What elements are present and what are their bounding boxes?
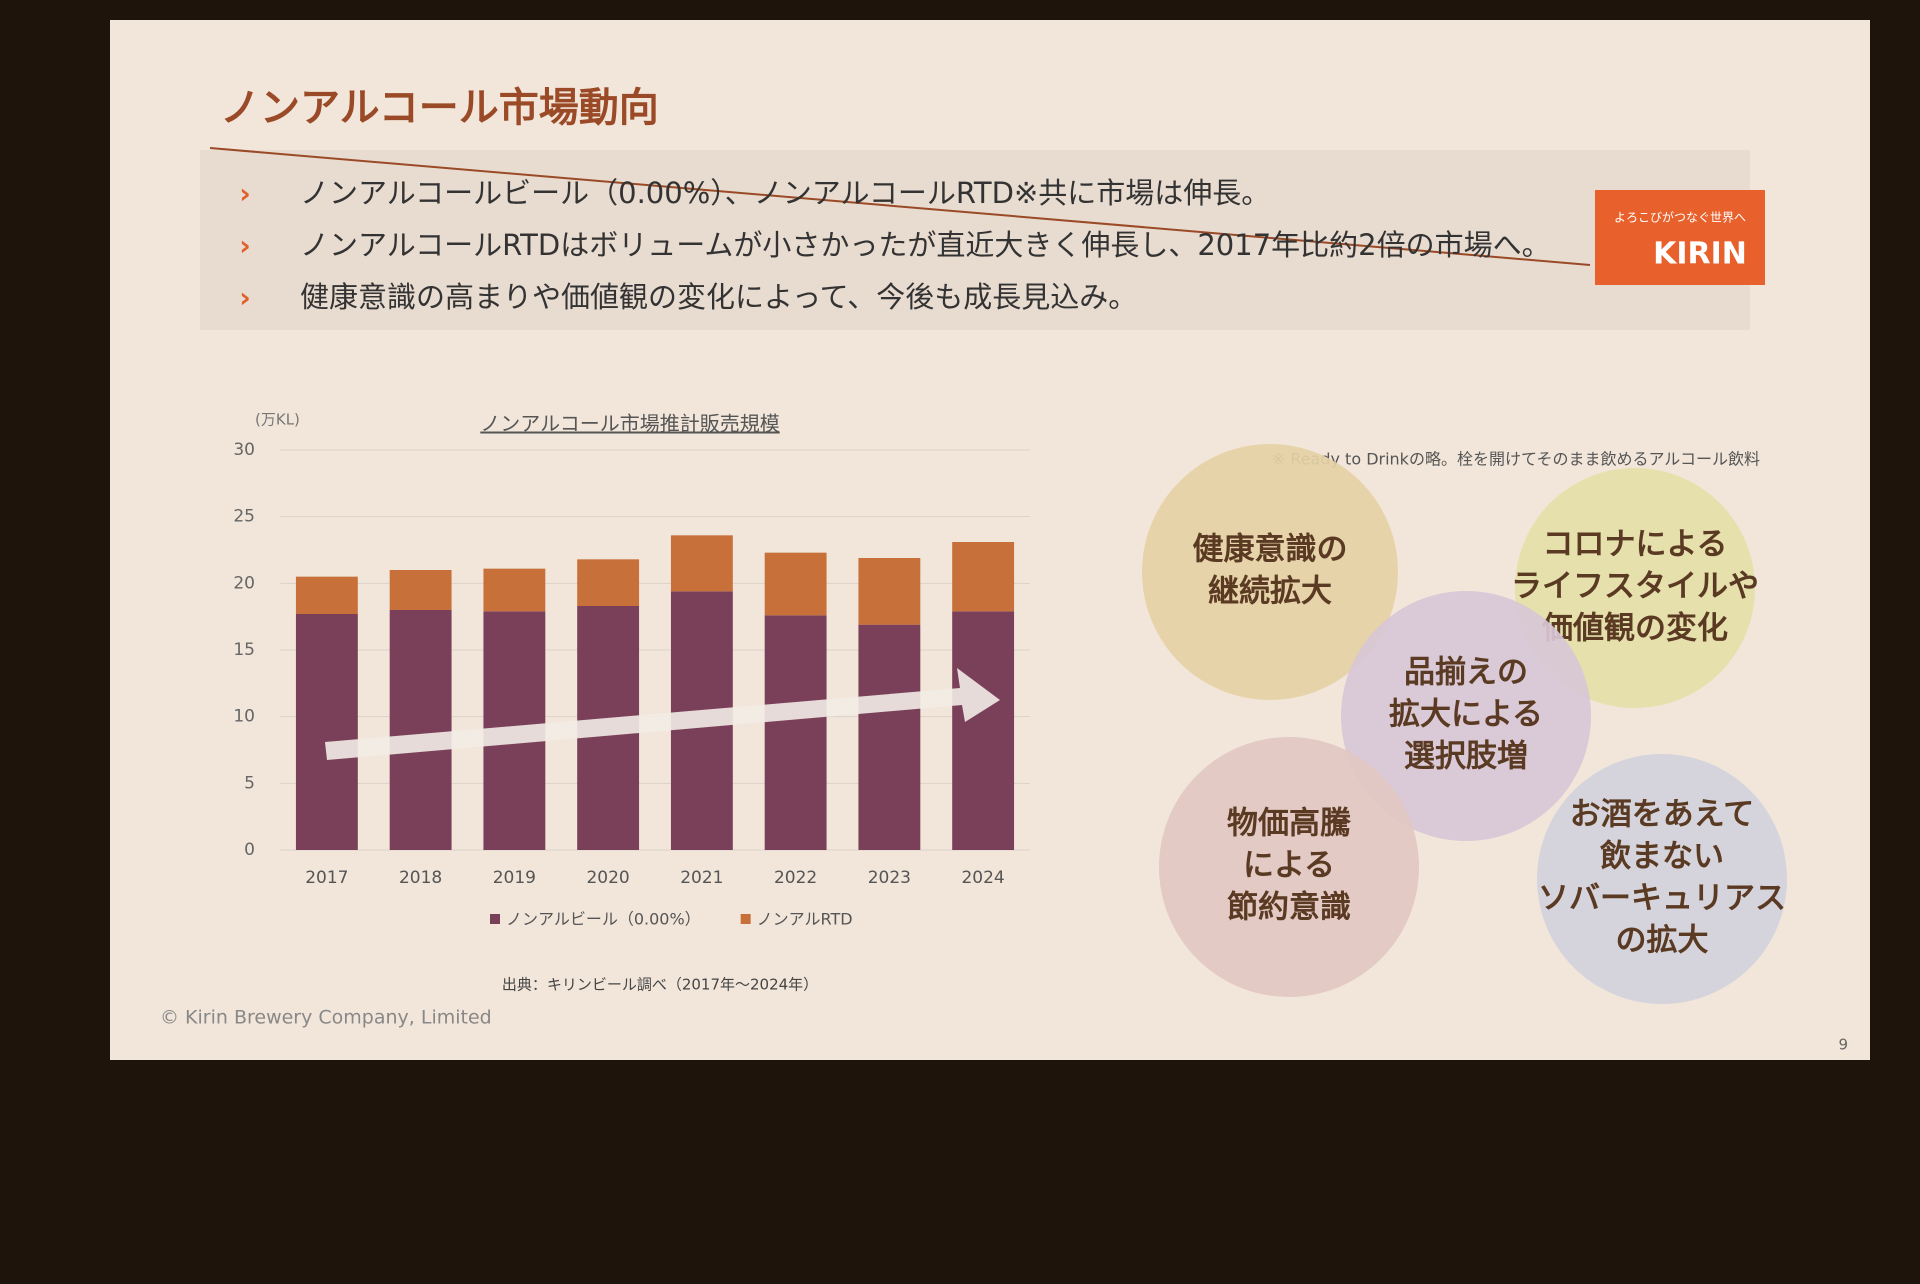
x-tick-label: 2020: [586, 868, 629, 888]
bubble-text: 節約意識: [1227, 890, 1351, 926]
y-tick-label: 25: [233, 507, 255, 527]
bubble-text: 拡大による: [1389, 697, 1543, 733]
bullet-marker: ›: [239, 229, 251, 262]
logo-tagline: よろこびがつなぐ世界へ: [1614, 210, 1746, 225]
bar-segment: [952, 542, 1015, 612]
page-number: 9: [1838, 1036, 1848, 1054]
bar-segment: [764, 552, 827, 616]
legend-swatch: [740, 914, 751, 924]
x-tick-label: 2022: [774, 868, 817, 888]
slide-title: ノンアルコール市場動向: [220, 85, 659, 131]
bubble-text: 価値観の変化: [1541, 611, 1728, 647]
bar-segment: [577, 559, 640, 606]
chart-title: ノンアルコール市場推計販売規模: [480, 412, 779, 436]
source: 出典：キリンビール調べ（2017年～2024年）: [502, 976, 818, 994]
bubble-text: 飲まない: [1600, 839, 1724, 875]
bullet-marker: ›: [239, 177, 251, 210]
bubble-text: お酒をあえて: [1570, 797, 1754, 833]
x-tick-label: 2024: [961, 868, 1004, 888]
bullet: ノンアルコールビール（0.00%）、ノンアルコールRTD※共に市場は伸長。: [300, 176, 1270, 210]
x-tick-label: 2019: [493, 868, 536, 888]
x-tick-label: 2021: [680, 868, 723, 888]
bubble: [1515, 468, 1755, 708]
bubble-text: 健康意識の: [1193, 532, 1348, 568]
bubble: [1537, 754, 1787, 1004]
x-tick-label: 2017: [305, 868, 348, 888]
bubble-text: による: [1243, 848, 1335, 884]
bullet: 健康意識の高まりや価値観の変化によって、今後も成長見込み。: [300, 280, 1137, 314]
bar-segment: [858, 624, 921, 850]
logo-brand: KIRIN: [1653, 237, 1747, 272]
bubble: [1142, 444, 1398, 700]
bar-segment: [952, 611, 1015, 850]
bubble-text: ソバーキュリアス: [1538, 881, 1786, 917]
legend-swatch: [490, 914, 500, 924]
bubble-text: コロナによる: [1542, 527, 1727, 563]
bar-segment: [295, 576, 358, 614]
y-tick-label: 20: [233, 573, 255, 593]
trend-arrow: [325, 668, 1000, 760]
bar-segment: [389, 610, 452, 850]
bar-segment: [764, 615, 827, 850]
bubble-text: 選択肢増: [1404, 739, 1528, 775]
bar-segment: [670, 535, 733, 592]
bubble: [1159, 737, 1419, 997]
bubble-text: 品揃えの: [1404, 655, 1528, 691]
bubble-text: 物価高騰: [1227, 806, 1351, 842]
x-tick-label: 2023: [868, 868, 911, 888]
y-tick-label: 15: [233, 640, 255, 660]
legend-label: ノンアルRTD: [757, 910, 853, 929]
bubble: [1341, 591, 1591, 841]
y-tick-label: 0: [244, 840, 255, 860]
bar-segment: [483, 568, 546, 612]
note: ※ Ready to Drinkの略。栓を開けてそのまま飲めるアルコール飲料: [1272, 450, 1760, 469]
bubble-text: ライフスタイルや: [1511, 569, 1759, 605]
bubble-text: 継続拡大: [1208, 574, 1332, 610]
bubble-text: の拡大: [1616, 923, 1709, 959]
bullet-band: [200, 150, 1750, 330]
x-tick-label: 2018: [399, 868, 442, 888]
bullet: ノンアルコールRTDはボリュームが小さかったが直近大きく伸長し、2017年比約2…: [300, 228, 1551, 262]
y-tick-label: 5: [244, 773, 255, 793]
bar-segment: [295, 614, 358, 850]
y-tick-label: 10: [233, 707, 255, 727]
footer: © Kirin Brewery Company, Limited: [160, 1007, 492, 1029]
bullet-marker: ›: [239, 281, 251, 314]
title-rule: [209, 147, 1591, 266]
legend-label: ノンアルビール（0.00%）: [506, 910, 701, 929]
y-tick-label: 30: [233, 440, 255, 460]
bar-segment: [389, 570, 452, 610]
bar-segment: [858, 558, 921, 625]
logo-box: [1595, 190, 1765, 285]
y-unit: (万KL): [255, 411, 300, 429]
